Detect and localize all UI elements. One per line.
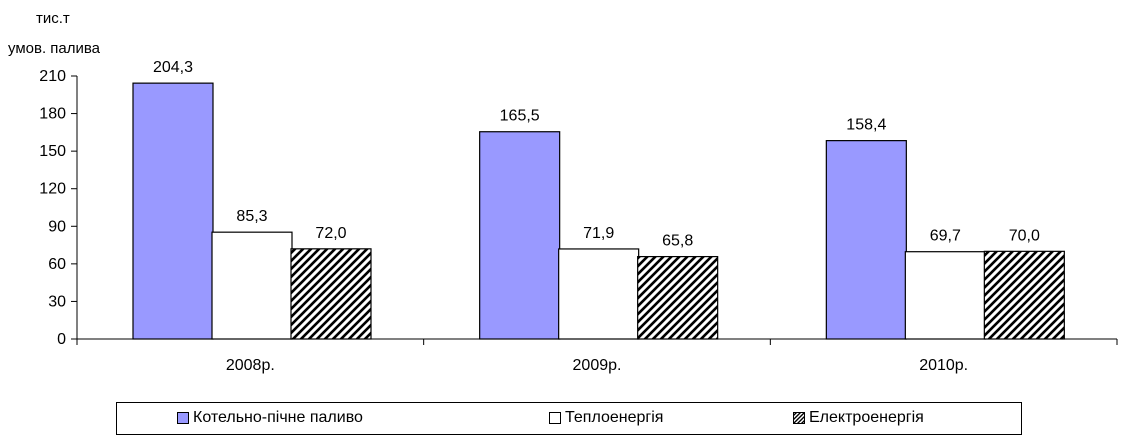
x-tick-label-0: 2008р.: [226, 357, 275, 374]
bar-series-2-0: [211, 231, 293, 340]
bar-series-3-0: [290, 248, 372, 340]
data-label-series-1-1: 165,5: [500, 108, 540, 125]
legend-label-series-2: Теплоенергія: [565, 409, 664, 426]
x-tick-label-2: 2010р.: [919, 357, 968, 374]
bar-series-2-2: [904, 251, 986, 340]
data-label-series-2-1: 71,9: [583, 225, 614, 242]
bar-series-3-1: [637, 255, 719, 340]
bar-series-1-1: [479, 131, 561, 340]
bar-series-2-1: [558, 248, 640, 340]
y-tick-label-2: 60: [48, 256, 66, 273]
bar-series-3-2: [983, 250, 1065, 340]
bar-series-1-0: [132, 82, 214, 340]
legend-swatch-series-2: [549, 412, 561, 424]
legend-swatch-series-3: [793, 412, 805, 424]
legend-label-series-1: Котельно-пічне паливо: [193, 409, 363, 426]
y-tick-label-5: 150: [39, 143, 66, 160]
y-axis-label-line-1: тис.т: [36, 10, 70, 27]
y-tick-label-3: 90: [48, 218, 66, 235]
y-axis-label-line-2: умов. палива: [8, 40, 101, 57]
data-label-series-1-2: 158,4: [846, 117, 886, 134]
legend-label-series-3: Електроенергія: [809, 409, 924, 426]
data-label-series-3-2: 70,0: [1009, 227, 1040, 244]
data-label-series-2-2: 69,7: [930, 228, 961, 245]
legend: Котельно-пічне паливо Теплоенергія Елект…: [116, 402, 1022, 435]
y-tick-label-4: 120: [39, 181, 66, 198]
legend-item-series-2: Теплоенергія: [549, 409, 663, 427]
legend-swatch-series-1: [177, 412, 189, 424]
legend-item-series-3: Електроенергія: [793, 409, 924, 427]
data-label-series-3-0: 72,0: [315, 225, 346, 242]
data-label-series-1-0: 204,3: [153, 59, 193, 76]
data-label-series-3-1: 65,8: [662, 233, 693, 250]
bar-series-1-2: [825, 140, 907, 340]
y-tick-label-7: 210: [39, 68, 66, 85]
x-tick-label-1: 2009р.: [573, 357, 622, 374]
data-label-series-2-0: 85,3: [236, 208, 267, 225]
y-tick-label-0: 0: [57, 331, 66, 348]
y-tick-label-6: 180: [39, 106, 66, 123]
bar-chart: 0 30 60 90 120 150 180 210 2008р. 204,3 85,3 72,0 20…: [39, 59, 1118, 374]
legend-item-series-1: Котельно-пічне паливо: [177, 409, 363, 427]
y-tick-label-1: 30: [48, 293, 66, 310]
